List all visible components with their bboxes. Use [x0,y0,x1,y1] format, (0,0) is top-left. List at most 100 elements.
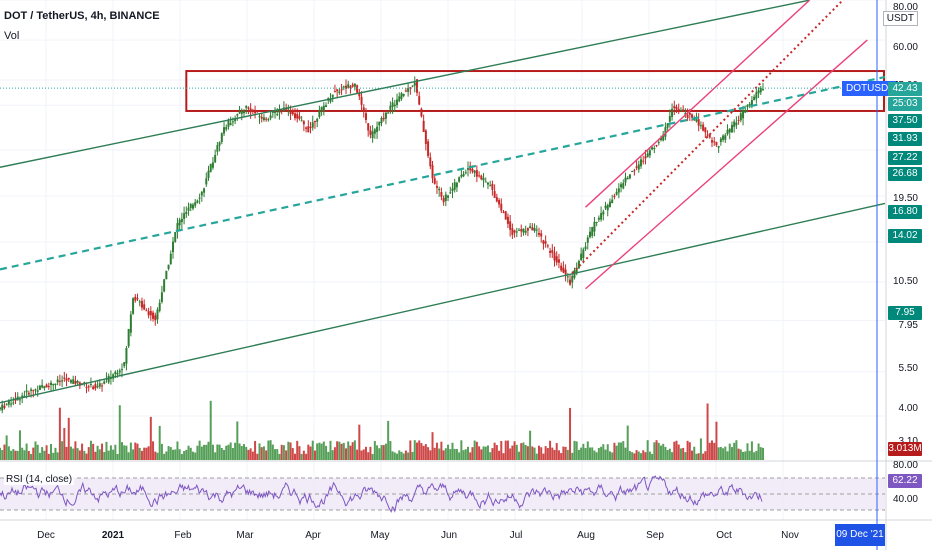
candle-body [704,127,707,133]
candle-body [382,117,385,120]
candle-body [254,112,257,114]
volume-bar [94,451,97,460]
volume-bar [668,448,671,460]
volume-bar [14,450,17,460]
volume-bar [418,440,421,460]
volume-bar [376,445,379,460]
candle-body [338,91,341,93]
volume-bar [271,444,274,460]
candle-body [278,110,281,113]
candle-body [356,85,359,93]
volume-bar [38,452,41,460]
volume-bar [345,448,348,460]
volume-bar [515,444,518,460]
volume-bar [176,441,179,460]
volume-bar [378,448,381,460]
candle-body [245,106,248,108]
volume-bar [717,447,720,460]
volume-bar [160,443,163,460]
volume-bar [223,449,226,460]
candle-body [580,253,583,261]
candle-body [642,160,645,162]
candle-body [537,232,540,235]
candle-body [750,100,753,106]
volume-bar [564,446,567,460]
volume-bar [484,446,487,460]
candle-body [724,135,727,140]
volume-bar [715,421,718,460]
time-tick-label: Sep [646,530,664,541]
trendline-solid [585,39,868,290]
volume-bar [540,447,543,460]
candle-body [551,250,554,253]
candle-body [755,92,758,99]
volume-bar [120,442,123,460]
volume-bar [52,452,55,460]
candle-body [653,148,656,150]
volume-bar [349,445,352,460]
volume-bar [207,441,210,460]
time-tick-label: May [370,530,390,541]
volume-bar [730,447,733,460]
volume-bar [32,447,35,460]
volume-bar [440,441,443,460]
volume-bar [336,441,339,460]
currency-label[interactable]: USDT [882,11,918,26]
volume-bar [331,450,334,460]
volume-bar [340,443,343,460]
candle-body [103,381,106,384]
volume-bar [384,443,387,460]
candle-body [236,114,239,116]
volume-bar [103,452,106,460]
candle-body [265,118,268,120]
candle-body [422,120,425,132]
volume-bar [98,449,101,460]
candle-body [666,123,669,128]
volume-bar [631,452,634,460]
candle-body [345,85,348,89]
volume-bar [280,444,283,460]
volume-bar [688,442,691,460]
price-badge: 31.93 [888,132,922,146]
candle-body [163,279,166,292]
candle-body [542,240,545,244]
candle-body [515,231,518,233]
volume-bar [602,444,605,460]
trendline-solid [585,0,811,208]
volume-bar [147,446,150,460]
candle-body [444,194,447,202]
volume-bar [30,453,33,460]
volume-bar [220,447,223,460]
volume-bar [584,448,587,460]
volume-indicator-label[interactable]: Vol [4,30,20,42]
price-badge: 16.80 [888,205,922,219]
volume-bar [402,453,405,460]
rsi-indicator-label[interactable]: RSI (14, close) [4,474,75,485]
volume-bar [276,449,279,460]
candle-body [187,207,190,211]
candle-body [737,119,740,121]
candle-body [251,110,254,112]
volume-bar [593,450,596,460]
volume-bar [713,442,716,460]
volume-bar [7,446,10,460]
candle-body [553,252,556,261]
volume-bar [726,451,729,460]
trendline-solid [0,0,810,168]
candle-body [101,385,104,387]
candle-body [491,183,494,190]
volume-bar [597,447,600,460]
candle-body [424,130,427,144]
candle-body [76,381,79,383]
volume-bar [289,442,292,460]
volume-bar [449,449,452,460]
volume-bar [109,445,112,460]
candle-body [577,260,580,269]
candle-body [242,111,245,114]
candle-body [138,301,141,303]
candle-body [127,328,130,347]
volume-bar [112,449,115,460]
volume-bar [691,450,694,460]
volume-bar [300,453,303,460]
